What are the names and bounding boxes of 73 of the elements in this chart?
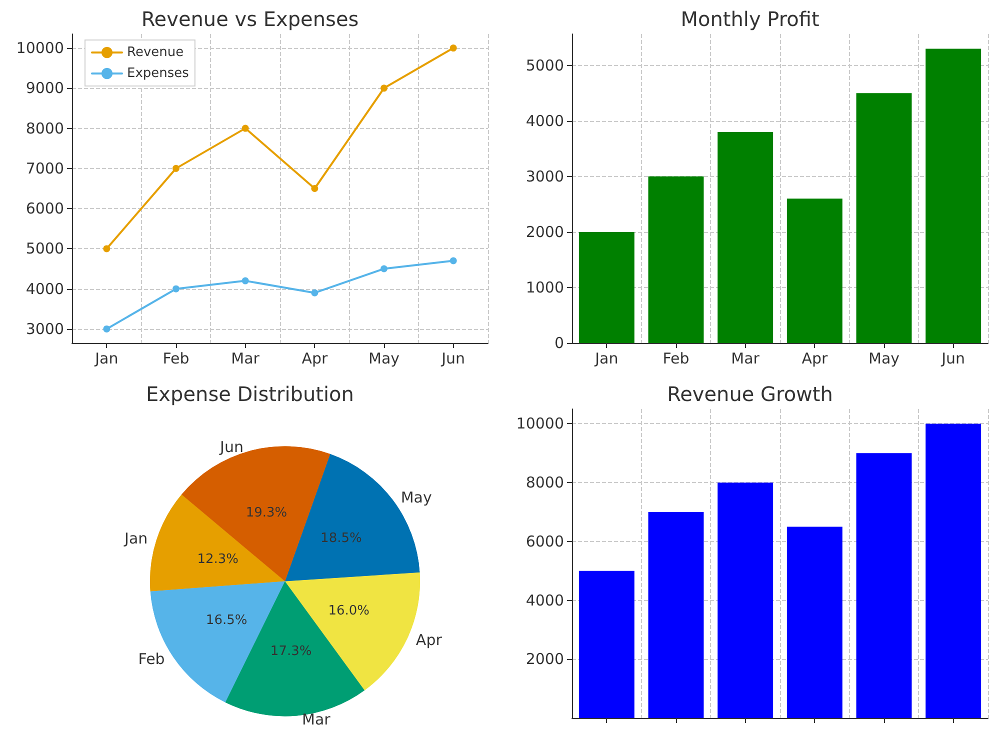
- y-tick-label: 8000: [26, 119, 64, 138]
- bar: [926, 424, 982, 718]
- y-tick-label: 3000: [526, 167, 564, 186]
- y-tick-label: 4000: [526, 591, 564, 610]
- point: [380, 84, 388, 92]
- data-label: 17.3%: [270, 644, 312, 659]
- point: [172, 285, 180, 292]
- chart-title: Revenue Growth: [667, 382, 833, 406]
- x-tick-label: Mar: [231, 350, 260, 368]
- bar: [648, 512, 704, 718]
- x-tick-label: Feb: [662, 350, 690, 368]
- data-label: 16.0%: [328, 604, 370, 619]
- x-tick-label: Apr: [802, 350, 828, 368]
- x-tick-label: Jun: [440, 350, 466, 368]
- slice-label: Mar: [302, 710, 332, 729]
- bar: [926, 48, 982, 343]
- x-tick-label: Feb: [162, 350, 190, 368]
- y-tick-label: 7000: [26, 159, 64, 178]
- y-tick-label: 1000: [526, 278, 564, 296]
- point: [380, 265, 388, 272]
- bar: [856, 453, 912, 718]
- x-tick-label: May: [368, 350, 400, 368]
- x-tick-label: Jan: [94, 350, 118, 368]
- y-tick-label: 2000: [526, 650, 564, 668]
- data-label: 19.3%: [246, 506, 288, 521]
- point: [311, 185, 318, 192]
- y-tick-label: 8000: [526, 474, 564, 492]
- slice-label: Jun: [219, 438, 244, 456]
- slice-label: Jan: [124, 530, 148, 548]
- y-tick-label: 5000: [26, 240, 64, 258]
- bar: [786, 198, 842, 343]
- y-tick-label: 6000: [26, 200, 64, 218]
- y-tick-label: 10000: [16, 39, 64, 58]
- chart-title: Revenue vs Expenses: [141, 7, 359, 31]
- point: [450, 257, 457, 264]
- point: [450, 44, 457, 52]
- point: [242, 277, 249, 284]
- chart-title: Expense Distribution: [146, 382, 354, 406]
- point: [103, 245, 110, 252]
- bar: [648, 176, 704, 343]
- x-tick-label: Mar: [731, 350, 760, 368]
- data-label: 18.5%: [320, 531, 362, 546]
- bar: [786, 526, 842, 718]
- point: [103, 325, 110, 332]
- y-tick-label: 5000: [526, 56, 564, 74]
- bar: [718, 132, 774, 343]
- bar: [578, 570, 634, 718]
- y-tick-label: 2000: [526, 222, 564, 241]
- data-label: 16.5%: [206, 613, 248, 628]
- legend-label: Expenses: [127, 66, 190, 81]
- y-tick-label: 3000: [26, 320, 64, 338]
- x-tick-label: May: [868, 350, 900, 368]
- y-tick-label: 9000: [26, 79, 64, 98]
- point: [172, 164, 180, 172]
- slice-label: Apr: [416, 631, 443, 650]
- point: [242, 124, 249, 132]
- bar: [856, 93, 912, 343]
- y-tick-label: 6000: [526, 532, 564, 550]
- x-tick-label: Jan: [594, 350, 618, 368]
- point: [311, 289, 318, 296]
- slice-label: Feb: [138, 650, 165, 668]
- x-tick-label: Jun: [940, 350, 966, 368]
- y-tick-label: 0: [554, 334, 564, 352]
- y-tick-label: 4000: [26, 280, 64, 298]
- bar: [718, 482, 774, 718]
- y-tick-label: 10000: [516, 414, 564, 433]
- y-tick-label: 4000: [526, 112, 564, 130]
- slice-label: May: [400, 488, 432, 506]
- chart-title: Monthly Profit: [680, 7, 820, 31]
- data-label: 12.3%: [197, 552, 239, 568]
- x-tick-label: Apr: [302, 350, 328, 368]
- bar: [578, 232, 634, 343]
- legend-label: Revenue: [127, 45, 184, 60]
